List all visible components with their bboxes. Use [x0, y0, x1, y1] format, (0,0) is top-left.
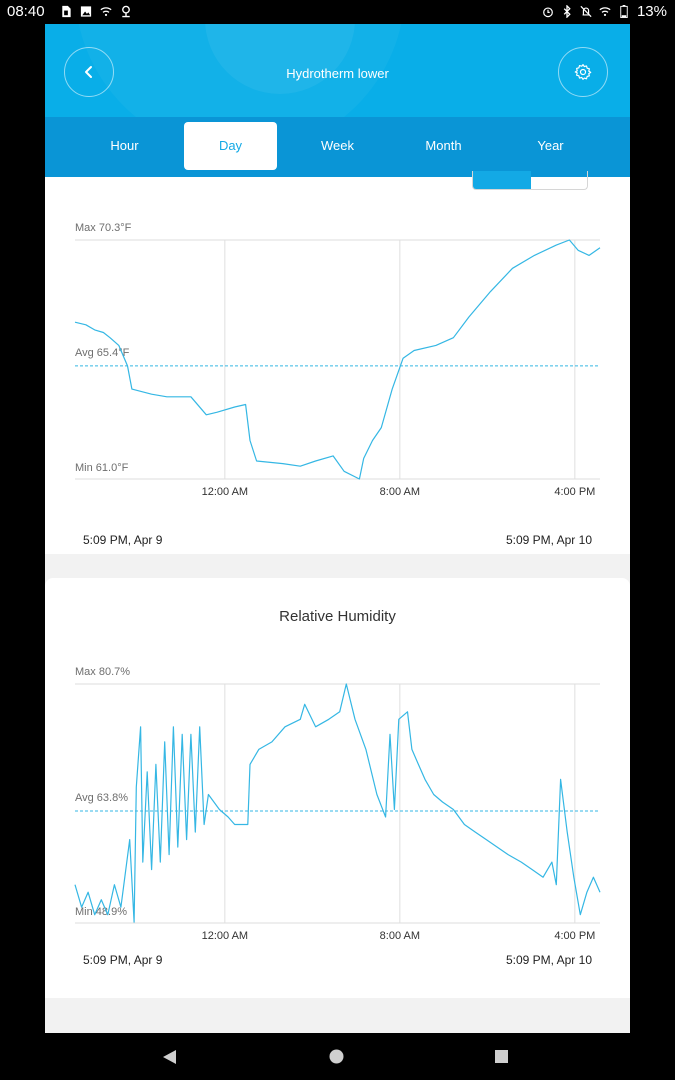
- x-tick-label: 8:00 AM: [380, 486, 420, 498]
- tab-day[interactable]: Day: [184, 122, 277, 170]
- back-button[interactable]: [64, 47, 114, 97]
- recents-nav-icon[interactable]: [494, 1049, 509, 1064]
- min-label: Min 48.9%: [75, 906, 127, 918]
- tab-week[interactable]: Week: [321, 138, 354, 153]
- series-line: [74, 239, 601, 480]
- mute-icon: [580, 5, 592, 18]
- min-label: Min 61.0°F: [75, 462, 129, 474]
- unit-toggle-selected[interactable]: [473, 171, 531, 189]
- humidity-card: Relative Humidity 12:00 AM 8:00 AM 4:00 PM…: [45, 578, 630, 998]
- chevron-left-icon: [85, 66, 92, 78]
- x-tick-label: 4:00 PM: [554, 486, 595, 498]
- tab-month[interactable]: Month: [425, 138, 462, 153]
- alarm-icon: [543, 7, 553, 18]
- x-tick-label: 12:00 AM: [202, 486, 248, 498]
- status-time: 08:40: [7, 3, 45, 20]
- humidity-chart-title: Relative Humidity: [279, 608, 396, 625]
- unit-toggle[interactable]: [472, 171, 588, 190]
- back-nav-icon[interactable]: [162, 1049, 177, 1065]
- period-tabs: Hour Day Week Month Year: [45, 117, 630, 177]
- header: Hydrotherm lower: [45, 24, 630, 117]
- home-nav-icon[interactable]: [329, 1049, 344, 1064]
- x-tick-label: 8:00 AM: [380, 930, 420, 942]
- chart-start-date: 5:09 PM, Apr 9: [83, 953, 163, 967]
- sim-icon: [62, 5, 71, 18]
- bluetooth-icon: [563, 5, 571, 18]
- app-window: Hydrotherm lower Hour Day Week Month Yea…: [45, 24, 630, 1033]
- battery-percent: 13%: [636, 3, 667, 20]
- chart-end-date: 5:09 PM, Apr 10: [505, 953, 592, 967]
- settings-button[interactable]: [558, 47, 608, 97]
- avg-label: Avg 65.4°F: [75, 347, 130, 359]
- tab-year[interactable]: Year: [537, 138, 564, 153]
- max-label: Max 80.7%: [75, 666, 130, 678]
- navigation-bar: [0, 1033, 675, 1080]
- wifi-icon: [599, 7, 611, 17]
- chart-start-date: 5:09 PM, Apr 9: [83, 533, 163, 547]
- image-icon: [80, 6, 92, 17]
- gear-icon: [574, 64, 592, 80]
- tab-hour[interactable]: Hour: [110, 138, 139, 153]
- x-tick-label: 12:00 AM: [202, 930, 248, 942]
- x-tick-label: 4:00 PM: [554, 930, 595, 942]
- chart-end-date: 5:09 PM, Apr 10: [505, 533, 592, 547]
- series-line: [74, 683, 601, 923]
- location-icon: [122, 5, 130, 18]
- page-title: Hydrotherm lower: [286, 66, 389, 81]
- status-bar: 08:40 13%: [0, 0, 675, 24]
- max-label: Max 70.3°F: [75, 222, 132, 234]
- temperature-card: 12:00 AM 8:00 AM 4:00 PM Max 70.3°F Avg 65.4…: [45, 171, 630, 554]
- battery-icon: [620, 5, 628, 18]
- wifi-off-icon: [100, 7, 112, 17]
- temperature-chart: 12:00 AM 8:00 AM 4:00 PM Max 70.3°F Avg 65.4…: [74, 222, 601, 498]
- avg-label: Avg 63.8%: [75, 792, 128, 804]
- humidity-chart: 12:00 AM 8:00 AM 4:00 PM Max 80.7% Avg 63.8%…: [74, 666, 601, 942]
